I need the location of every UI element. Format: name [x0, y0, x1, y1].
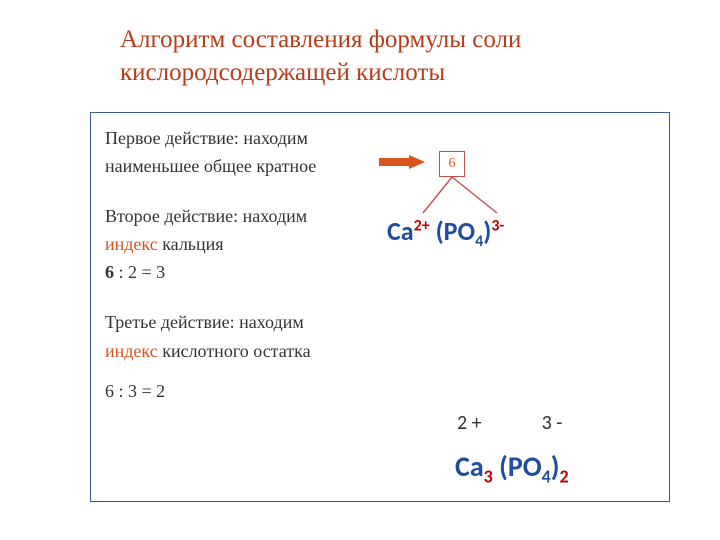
step2-index-word: индекс	[105, 234, 158, 254]
final-ca-idx: 3	[484, 466, 493, 488]
step2-rest: : 2 = 3	[114, 262, 165, 282]
step2-bold6: 6	[105, 262, 114, 282]
step1-line2: наименьшее общее кратное	[105, 153, 425, 179]
title-line-1: Алгоритм составления формулы соли	[120, 26, 521, 53]
arrow-icon	[379, 155, 425, 169]
ion-po-sub: 4	[475, 232, 483, 251]
final-ca: Ca	[455, 449, 484, 484]
final-po-close: )	[551, 449, 560, 484]
v-lines-icon	[419, 175, 509, 215]
lcm-box: 6	[439, 151, 465, 177]
ion-ca-charge: 2+	[414, 216, 430, 235]
charge-left: 2 +	[457, 411, 482, 435]
slide-title: Алгоритм составления формулы соли кислор…	[120, 24, 640, 89]
slide: Алгоритм составления формулы соли кислор…	[0, 0, 720, 540]
ion-po-charge: 3-	[491, 216, 504, 235]
ion-formula: Ca2+ (PO4)3-	[387, 215, 504, 251]
ion-po: (PO	[430, 215, 475, 247]
step3-index-word: индекс	[105, 341, 158, 361]
step3-line2-rest: кислотного остатка	[158, 341, 311, 361]
charge-right: 3 -	[542, 411, 563, 435]
step3-line1: Третье действие: находим	[105, 309, 425, 335]
title-line-2: кислородсодержащей кислоты	[120, 59, 445, 86]
step3-line2: индекс кислотного остатка	[105, 338, 425, 364]
text-column: Первое действие: находим наименьшее обще…	[105, 125, 425, 406]
final-po: (PO	[493, 449, 542, 484]
step1-line1: Первое действие: находим	[105, 125, 425, 151]
step2-line3: 6 : 2 = 3	[105, 259, 425, 285]
final-formula: Ca3 (PO4)2	[455, 449, 569, 488]
step3-line3: 6 : 3 = 2	[105, 378, 425, 404]
ion-ca: Ca	[387, 215, 414, 247]
step2-line2-rest: кальция	[158, 234, 224, 254]
final-po-sub: 4	[542, 466, 551, 488]
content-box: Первое действие: находим наименьшее обще…	[90, 112, 670, 502]
arrow-shaft	[379, 158, 411, 166]
arrow-head	[409, 155, 425, 169]
charge-row: 2 + 3 -	[457, 411, 562, 435]
final-po-idx: 2	[560, 466, 569, 488]
step2-line1: Второе действие: находим	[105, 203, 425, 229]
step2-line2: индекс кальция	[105, 231, 425, 257]
